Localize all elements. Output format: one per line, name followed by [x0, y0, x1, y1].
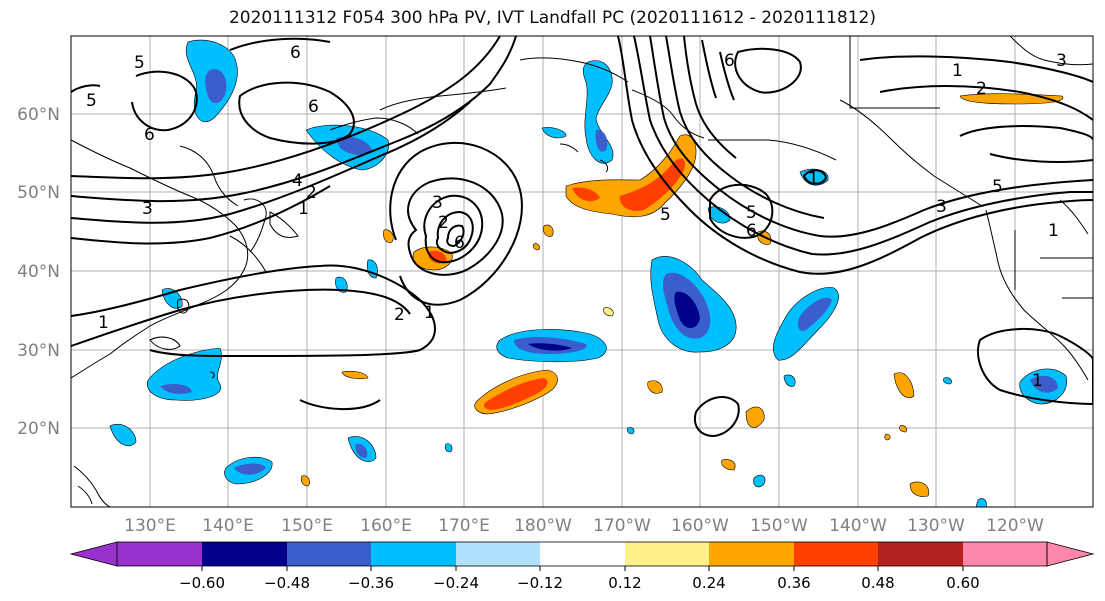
lon-label: 130°W: [907, 516, 965, 536]
contour-label: 2: [394, 305, 405, 325]
coastlines: [71, 36, 1093, 507]
lon-label: 160°W: [671, 516, 729, 536]
colorbar-segment: [117, 542, 202, 566]
colorbar-tick-label: 0.60: [946, 574, 979, 592]
contour-label: 2: [438, 213, 449, 233]
lon-label: 170°W: [593, 516, 651, 536]
contour-label: 6: [290, 43, 301, 63]
contour-label: 3: [1056, 51, 1067, 71]
pv-contours: [71, 36, 1093, 438]
pv-anomaly-fills: [109, 39, 1067, 507]
lon-label: 170°E: [438, 516, 490, 536]
lat-label: 40°N: [17, 262, 60, 282]
colorbar-extend-max: [1046, 541, 1095, 567]
colorbar-segment: [963, 542, 1047, 566]
colorbar: −0.60 −0.48 −0.36 −0.24 −0.12 0.12 0.24 …: [69, 541, 1095, 592]
contour-label: 1: [298, 199, 309, 219]
contour-label: 6: [144, 125, 155, 145]
colorbar-frame: [116, 541, 1048, 567]
lat-label: 20°N: [17, 419, 60, 439]
contour-label: 3: [936, 197, 947, 217]
contour-label: 6: [454, 233, 465, 253]
colorbar-tick-label: 0.24: [692, 574, 725, 592]
lon-label: 140°E: [202, 516, 254, 536]
contour-label: 6: [724, 51, 735, 71]
colorbar-segment: [540, 542, 625, 566]
contour-label: 1: [808, 169, 819, 189]
colorbar-segment: [456, 542, 540, 566]
contour-label: 3: [142, 199, 153, 219]
contour-label: 2: [306, 183, 317, 203]
colorbar-tick-label: 0.48: [861, 574, 894, 592]
colorbar-extend-min: [69, 541, 118, 567]
lon-label: 180°W: [514, 516, 572, 536]
contour-labels: 5 5 6 6 6 4 2 1 3 1 2 1 3 2 6 6 5 6 5 1: [86, 43, 1067, 391]
contour-label: 5: [660, 205, 671, 225]
latitude-labels: 60°N 50°N 40°N 30°N 20°N: [17, 105, 60, 439]
colorbar-tick-label: −0.60: [179, 574, 225, 592]
colorbar-segment: [709, 542, 794, 566]
longitude-labels: 130°E 140°E 150°E 160°E 170°E 180°W 170°…: [124, 516, 1044, 536]
colorbar-tick-label: −0.36: [348, 574, 394, 592]
colorbar-segment: [202, 542, 287, 566]
colorbar-segment: [287, 542, 371, 566]
colorbar-tick-label: 0.12: [608, 574, 641, 592]
lat-label: 30°N: [17, 341, 60, 361]
colorbar-tick-label: −0.24: [433, 574, 479, 592]
colorbar-ticks: [201, 566, 964, 571]
contour-label: 4: [292, 171, 303, 191]
contour-label: 6: [308, 97, 319, 117]
contour-label: 2: [976, 79, 987, 99]
colorbar-segment: [625, 542, 709, 566]
contour-label: 1: [424, 303, 435, 323]
lat-label: 50°N: [17, 183, 60, 203]
figure-title: 2020111312 F054 300 hPa PV, IVT Landfall…: [228, 8, 876, 28]
lon-label: 160°E: [360, 516, 412, 536]
colorbar-segment: [794, 542, 878, 566]
lon-label: 140°W: [829, 516, 887, 536]
lat-label: 60°N: [17, 105, 60, 125]
contour-label: 3: [432, 193, 443, 213]
colorbar-segment: [878, 542, 963, 566]
contour-label: 5: [86, 91, 97, 111]
contour-label: 1: [1032, 371, 1043, 391]
lon-label: 150°E: [281, 516, 333, 536]
lon-label: 120°W: [986, 516, 1044, 536]
contour-label: 6: [746, 221, 757, 241]
contour-label: 5: [134, 53, 145, 73]
contour-label: 1: [952, 61, 963, 81]
contour-label: 1: [98, 313, 109, 333]
contour-label: 5: [992, 177, 1003, 197]
contour-label: 5: [746, 203, 757, 223]
graticule: [71, 36, 1093, 507]
colorbar-segment: [371, 542, 456, 566]
colorbar-tick-labels: −0.60 −0.48 −0.36 −0.24 −0.12 0.12 0.24 …: [179, 574, 980, 592]
colorbar-tick-label: −0.12: [517, 574, 563, 592]
colorbar-tick-label: 0.36: [777, 574, 810, 592]
lon-label: 150°W: [750, 516, 808, 536]
colorbar-tick-label: −0.48: [264, 574, 310, 592]
map-frame: [70, 35, 1094, 508]
lon-label: 130°E: [124, 516, 176, 536]
contour-label: 1: [1048, 221, 1059, 241]
